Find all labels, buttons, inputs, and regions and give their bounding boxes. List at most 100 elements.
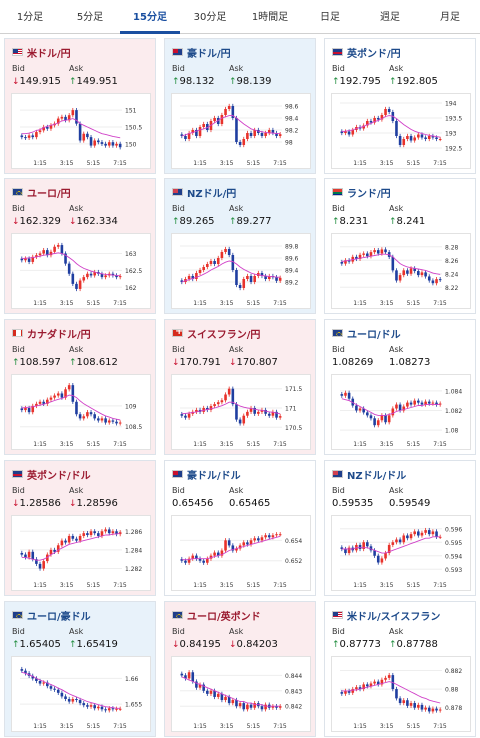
candle-body — [358, 544, 362, 549]
price-chart[interactable]: 163 162.5 162 1:15 3:15 5:15 7:15 — [11, 233, 151, 309]
ask-quote: ↑89.277 — [229, 216, 272, 227]
price-chart[interactable]: 1.084 1.082 1.08 1:15 3:15 5:15 7:15 — [331, 374, 471, 450]
price-chart[interactable]: 1.66 1.655 1:15 3:15 5:15 7:15 — [11, 656, 151, 732]
tab-4[interactable]: 1時間足 — [251, 12, 289, 23]
price-chart[interactable]: 1.286 1.284 1.282 1:15 3:15 5:15 7:15 — [11, 515, 151, 591]
price-chart[interactable]: 194 193.5 193 192.5 1:15 3:15 5:15 7:15 — [331, 93, 471, 169]
bid-label: Bid — [332, 486, 345, 495]
candle-body — [409, 703, 413, 706]
pair-name[interactable]: 豪ドル/ドル — [187, 470, 241, 482]
candle-body — [53, 688, 56, 690]
tab-0[interactable]: 1分足 — [16, 12, 44, 23]
candle-body — [366, 412, 369, 416]
price-chart[interactable]: 0.882 0.88 0.878 1:15 3:15 5:15 7:15 — [331, 656, 471, 732]
x-tick-label: 5:15 — [247, 582, 261, 589]
candle-body — [75, 283, 78, 289]
rate-card[interactable]: ユーロ/円 Bid Ask ↓162.329 ↓162.334 163 162.5 162 1:… — [4, 178, 156, 314]
y-tick-label: 0.652 — [285, 558, 302, 565]
candle-body — [56, 245, 60, 247]
tab-5[interactable]: 日足 — [320, 12, 340, 23]
rate-card[interactable]: ユーロ/英ポンド Bid Ask ↓0.84195 ↓0.84203 0.844 0.843… — [164, 601, 316, 737]
candle-body — [275, 411, 278, 418]
candle-body — [362, 253, 365, 255]
candle-body — [118, 143, 122, 148]
y-tick-label: 89.6 — [285, 256, 299, 263]
pair-name[interactable]: ユーロ/ドル — [347, 329, 401, 341]
price-chart[interactable]: 89.8 89.6 89.4 89.2 1:15 3:15 5:15 7:15 — [171, 233, 311, 309]
rate-card[interactable]: 英ポンド/円 Bid Ask ↑192.795 ↑192.805 194 193.5 193 1… — [324, 38, 476, 174]
price-chart[interactable]: 171.5 171 170.5 1:15 3:15 5:15 7:15 — [171, 374, 311, 450]
arrow-up-icon: ↑ — [332, 77, 340, 87]
candle-body — [347, 547, 351, 554]
candle-body — [366, 253, 369, 257]
candle-body — [104, 709, 107, 711]
candle-body — [60, 393, 64, 398]
candlestick-chart: 98.6 98.4 98.2 98 1:15 3:15 5:15 7:15 — [180, 104, 299, 167]
pair-name[interactable]: ランド/円 — [347, 188, 391, 200]
candle-body — [184, 415, 187, 418]
tab-6[interactable]: 週足 — [380, 12, 400, 23]
candle-body — [431, 531, 435, 535]
y-tick-label: 193 — [445, 131, 457, 138]
bid-quote: ↓149.915 — [12, 76, 61, 87]
pair-name[interactable]: スイスフラン/円 — [187, 329, 261, 341]
rate-card[interactable]: 豪ドル/円 Bid Ask ↑98.132 ↑98.139 98.6 98.4 98.2 98 1… — [164, 38, 316, 174]
rate-card[interactable]: 米ドル/円 Bid Ask ↓149.915 ↑149.951 151 150.5 150 1:… — [4, 38, 156, 174]
price-chart[interactable]: 98.6 98.4 98.2 98 1:15 3:15 5:15 7:15 — [171, 93, 311, 169]
pair-name[interactable]: ユーロ/豪ドル — [27, 611, 91, 623]
pair-name[interactable]: 英ポンド/円 — [347, 48, 401, 60]
pair-name[interactable]: 豪ドル/円 — [187, 48, 231, 60]
rate-card[interactable]: 豪ドル/ドル Bid Ask 0.65456 0.65465 0.654 0.652 1:15… — [164, 460, 316, 596]
candle-body — [213, 552, 216, 556]
candle-body — [60, 692, 64, 697]
bid-label: Bid — [332, 345, 345, 354]
rate-card[interactable]: カナダドル/円 Bid Ask ↑108.597 ↑108.612 109 108.5 1:1… — [4, 319, 156, 455]
pair-name[interactable]: 米ドル/スイスフラン — [347, 611, 441, 623]
rate-card[interactable]: ランド/円 Bid Ask ↑8.231 ↑8.241 8.28 8.26 8.24 8.22 1… — [324, 178, 476, 314]
tab-7[interactable]: 月足 — [440, 12, 460, 23]
price-chart[interactable]: 109 108.5 1:15 3:15 5:15 7:15 — [11, 374, 151, 450]
pair-name[interactable]: NZドル/円 — [187, 188, 237, 200]
rate-card[interactable]: NZドル/ドル Bid Ask 0.59535 0.59549 0.596 0.595 0.5… — [324, 460, 476, 596]
candle-body — [187, 133, 191, 139]
rate-card[interactable]: NZドル/円 Bid Ask ↑89.265 ↑89.277 89.8 89.6 89.4 89… — [164, 178, 316, 314]
x-tick-label: 7:15 — [433, 582, 447, 589]
candle-body — [56, 689, 60, 693]
pair-name[interactable]: 米ドル/円 — [27, 48, 71, 60]
candle-body — [216, 693, 220, 697]
pair-name[interactable]: カナダドル/円 — [27, 329, 91, 341]
price-chart[interactable]: 0.844 0.843 0.842 1:15 3:15 5:15 7:15 — [171, 656, 311, 732]
candle-body — [89, 705, 93, 707]
ask-value: 170.807 — [236, 357, 278, 368]
bid-quote: ↓170.791 — [172, 357, 221, 368]
rate-card[interactable]: ユーロ/ドル Bid Ask 1.08269 1.08273 1.084 1.082 1.08… — [324, 319, 476, 455]
price-chart[interactable]: 0.596 0.595 0.594 0.593 1:15 3:15 5:15 7:15 — [331, 515, 471, 591]
candle-body — [376, 681, 380, 685]
tab-3[interactable]: 30分足 — [193, 12, 227, 23]
rate-card[interactable]: ユーロ/豪ドル Bid Ask ↑1.65405 ↑1.65419 1.66 1.655 1:… — [4, 601, 156, 737]
candle-body — [191, 130, 195, 133]
ask-quote: ↓170.807 — [229, 357, 278, 368]
bid-quote: ↑108.597 — [12, 357, 61, 368]
y-tick-label: 192.5 — [445, 146, 462, 153]
candle-body — [42, 127, 45, 131]
x-tick-label: 7:15 — [273, 582, 287, 589]
tab-2[interactable]: 15分足 — [120, 0, 180, 34]
rate-card[interactable]: 英ポンド/ドル Bid Ask ↓1.28586 ↓1.28596 1.286 1.284 1… — [4, 460, 156, 596]
pair-name[interactable]: ユーロ/英ポンド — [187, 611, 261, 623]
tab-1[interactable]: 5分足 — [76, 12, 104, 23]
rate-card[interactable]: 米ドル/スイスフラン Bid Ask ↑0.87773 ↑0.87788 0.882 0.8… — [324, 601, 476, 737]
price-chart[interactable]: 0.654 0.652 1:15 3:15 5:15 7:15 — [171, 515, 311, 591]
pair-name[interactable]: NZドル/ドル — [347, 470, 407, 482]
ask-label: Ask — [69, 64, 84, 73]
candle-body — [216, 118, 220, 124]
rate-card[interactable]: スイスフラン/円BidAsk↓170.791↓170.807171.517117… — [164, 319, 316, 455]
price-chart[interactable]: 151 150.5 150 1:15 3:15 5:15 7:15 — [11, 93, 151, 169]
price-chart[interactable]: 8.28 8.26 8.24 8.22 1:15 3:15 5:15 7:15 — [331, 233, 471, 309]
bid-label: Bid — [172, 345, 185, 354]
pair-name[interactable]: ユーロ/円 — [27, 188, 71, 200]
pair-name[interactable]: 英ポンド/ドル — [27, 470, 91, 482]
flag-icon — [332, 470, 343, 478]
candle-body — [427, 707, 431, 712]
candle-body — [362, 684, 365, 690]
